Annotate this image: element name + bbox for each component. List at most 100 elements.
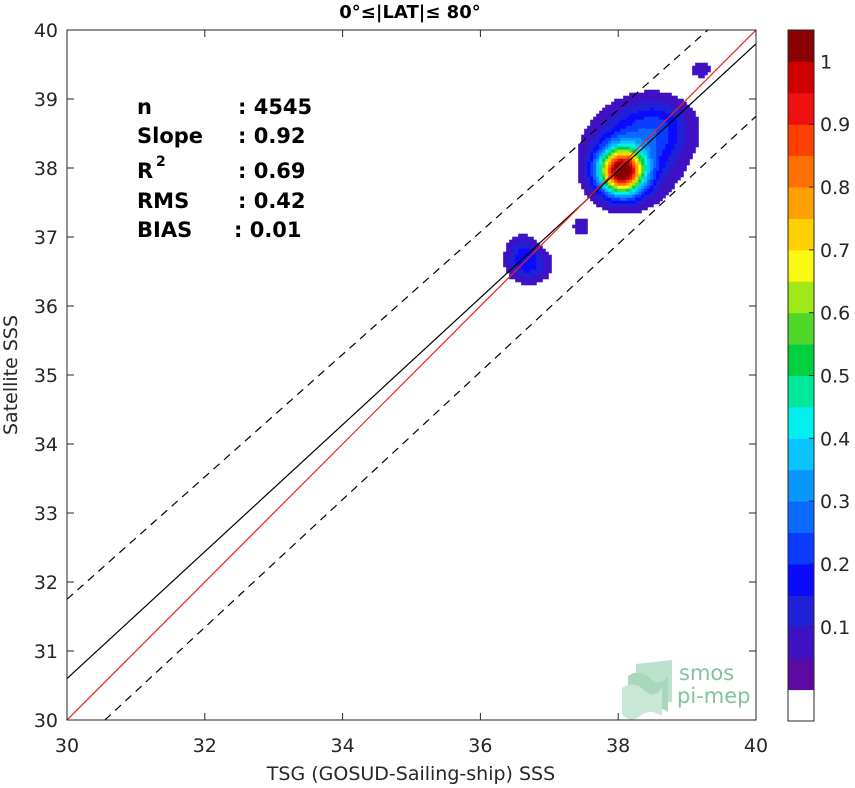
density-cell bbox=[614, 185, 618, 190]
density-cell bbox=[695, 62, 708, 67]
density-cell bbox=[632, 179, 636, 184]
density-cell bbox=[614, 113, 630, 118]
density-cell bbox=[668, 140, 678, 145]
density-cell bbox=[611, 200, 636, 205]
density-cell bbox=[644, 188, 648, 193]
density-cell bbox=[617, 146, 630, 151]
density-cell bbox=[509, 254, 516, 259]
density-cell bbox=[602, 146, 606, 151]
colorbar-segment bbox=[788, 689, 814, 722]
density-cell bbox=[632, 158, 636, 163]
density-cell bbox=[647, 167, 651, 172]
density-cell bbox=[593, 173, 597, 178]
density-cell bbox=[611, 182, 615, 187]
stat-r2-label: R bbox=[137, 159, 153, 183]
density-cell bbox=[659, 185, 675, 190]
density-cell bbox=[674, 116, 684, 121]
density-cell bbox=[677, 131, 687, 136]
density-cell bbox=[683, 113, 696, 118]
density-cell bbox=[677, 134, 687, 139]
density-cell bbox=[653, 161, 657, 166]
density-cell bbox=[614, 131, 627, 136]
density-cell bbox=[656, 146, 666, 151]
density-cell bbox=[596, 188, 600, 193]
density-cell bbox=[518, 263, 537, 268]
density-cell bbox=[611, 155, 615, 160]
density-cell bbox=[584, 164, 588, 169]
density-cell bbox=[626, 176, 630, 181]
density-cell bbox=[596, 164, 600, 169]
density-cell bbox=[605, 131, 615, 136]
density-cell bbox=[605, 143, 609, 148]
density-cell bbox=[653, 179, 657, 184]
density-cell bbox=[644, 200, 660, 205]
density-cell bbox=[656, 158, 660, 163]
density-cell bbox=[641, 179, 645, 184]
density-cell bbox=[506, 266, 513, 271]
density-cell bbox=[644, 170, 648, 175]
density-cell bbox=[644, 191, 651, 196]
density-cell bbox=[659, 155, 669, 160]
density-cell bbox=[638, 164, 642, 169]
density-cell bbox=[587, 170, 591, 175]
density-cell bbox=[590, 152, 594, 157]
density-cell bbox=[509, 275, 525, 280]
density-cell bbox=[644, 89, 660, 94]
stat-r2-value: : 0.69 bbox=[238, 159, 306, 183]
density-cell bbox=[620, 137, 642, 142]
colorbar-segment bbox=[788, 532, 814, 565]
density-cell bbox=[599, 197, 606, 202]
density-cell bbox=[659, 167, 663, 172]
density-cell bbox=[599, 137, 606, 142]
density-cell bbox=[644, 176, 648, 181]
density-cell bbox=[635, 152, 639, 157]
density-cell bbox=[611, 137, 621, 142]
density-cell bbox=[686, 134, 699, 139]
density-cell bbox=[653, 170, 657, 175]
density-cell bbox=[602, 206, 648, 211]
stat-n-label: n bbox=[137, 95, 152, 119]
density-cell bbox=[647, 140, 657, 145]
density-cell bbox=[653, 164, 657, 169]
density-cell bbox=[617, 122, 633, 127]
density-cell bbox=[617, 155, 630, 160]
density-cell bbox=[605, 122, 618, 127]
density-cell bbox=[608, 164, 612, 169]
density-cell bbox=[656, 137, 669, 142]
density-cell bbox=[602, 140, 609, 145]
colorbar-segment bbox=[788, 61, 814, 94]
density-cell bbox=[584, 155, 591, 160]
density-cell bbox=[665, 164, 675, 169]
reference-lines bbox=[67, 30, 756, 720]
density-cell bbox=[575, 227, 588, 232]
density-cell bbox=[635, 179, 639, 184]
density-cell bbox=[629, 182, 633, 187]
density-cell bbox=[656, 176, 660, 181]
density-cell bbox=[632, 194, 636, 199]
density-cell bbox=[656, 143, 666, 148]
density-cell bbox=[647, 143, 657, 148]
density-cell bbox=[644, 173, 648, 178]
density-cell bbox=[512, 251, 519, 256]
density-cell bbox=[635, 176, 639, 181]
density-cell bbox=[629, 155, 633, 160]
density-cell bbox=[605, 182, 609, 187]
density-cell bbox=[680, 110, 696, 115]
density-cell bbox=[542, 257, 552, 262]
smos-pi-mep-logo: smos pi-mep bbox=[622, 660, 750, 720]
colorbar-segment bbox=[788, 563, 814, 596]
density-cell bbox=[602, 176, 606, 181]
density-cell bbox=[605, 158, 609, 163]
density-cell bbox=[614, 182, 618, 187]
density-cell bbox=[638, 110, 666, 115]
density-cell bbox=[674, 161, 690, 166]
density-cell bbox=[599, 161, 603, 166]
density-cell bbox=[530, 269, 543, 274]
density-cell bbox=[605, 167, 609, 172]
density-cell bbox=[596, 191, 603, 196]
density-cell bbox=[671, 149, 684, 154]
density-cell bbox=[626, 179, 630, 184]
density-cell bbox=[602, 200, 612, 205]
density-cell bbox=[509, 272, 519, 277]
density-cell bbox=[593, 200, 603, 205]
